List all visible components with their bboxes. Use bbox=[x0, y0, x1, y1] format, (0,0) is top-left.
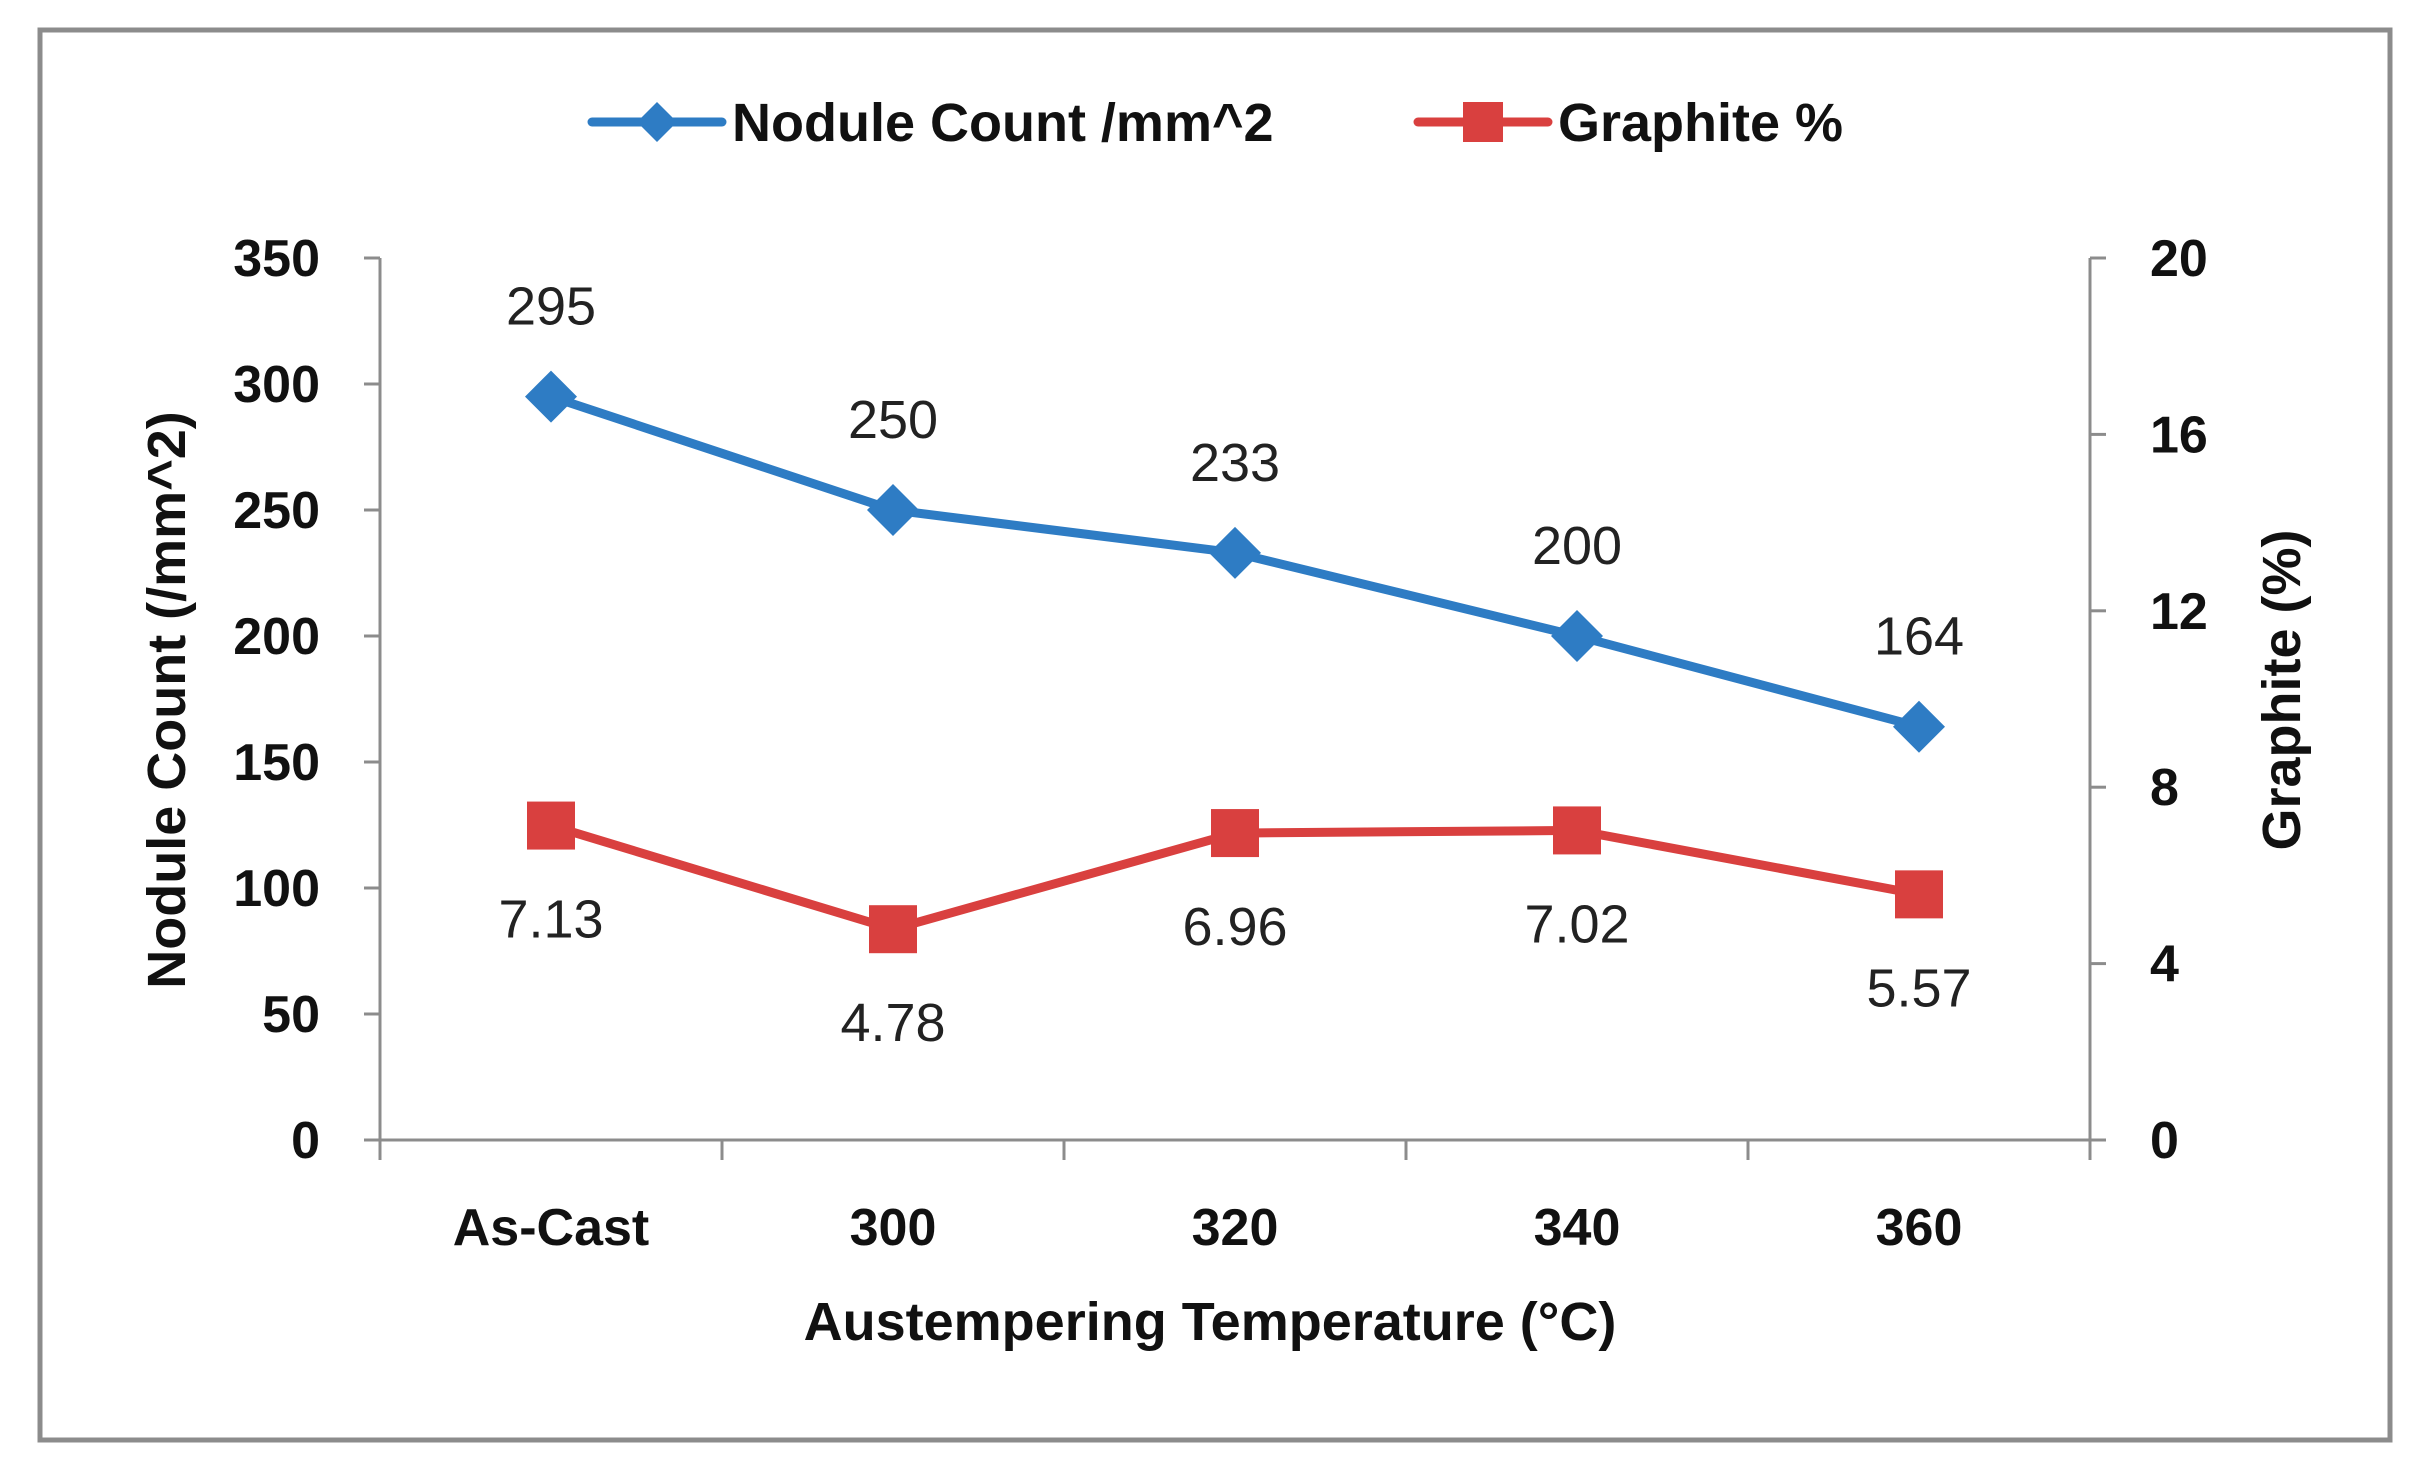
y-right-tick-label: 0 bbox=[2150, 1112, 2179, 1170]
data-label: 164 bbox=[1874, 607, 1964, 667]
y-left-tick-label: 350 bbox=[233, 230, 320, 288]
legend-label: Graphite % bbox=[1558, 93, 1843, 153]
data-point-diamond bbox=[525, 370, 577, 423]
data-point-square bbox=[1211, 809, 1259, 858]
x-tick-label: As-Cast bbox=[453, 1199, 650, 1257]
legend: Nodule Count /mm^2 Graphite % bbox=[587, 93, 1843, 153]
y-axis-left-title: Nodule Count (/mm^2) bbox=[137, 411, 197, 989]
data-label: 295 bbox=[506, 277, 596, 337]
y-left-tick-label: 0 bbox=[291, 1112, 320, 1170]
data-point-square bbox=[527, 801, 575, 850]
x-tick-label: 340 bbox=[1534, 1199, 1621, 1257]
data-label: 7.02 bbox=[1524, 894, 1629, 954]
y-left-tick-label: 250 bbox=[233, 482, 320, 540]
data-point-square bbox=[869, 905, 917, 954]
data-label: 4.78 bbox=[840, 993, 945, 1053]
y-right-tick-label: 20 bbox=[2150, 230, 2208, 288]
data-label: 6.96 bbox=[1182, 897, 1287, 957]
y-right-tick-label: 12 bbox=[2150, 583, 2208, 641]
series-1: 7.13 4.78 6.96 7.02 5.57 bbox=[498, 801, 1972, 1053]
data-point-diamond bbox=[1893, 700, 1945, 753]
x-tick-label: 320 bbox=[1192, 1199, 1279, 1257]
y-right-tick-label: 16 bbox=[2150, 406, 2208, 464]
series-0: 295 250 233 200 164 bbox=[506, 277, 1964, 753]
data-label: 7.13 bbox=[498, 890, 603, 950]
data-point-diamond bbox=[867, 484, 919, 536]
y-left-tick-label: 300 bbox=[233, 356, 320, 414]
x-tick-label: 300 bbox=[850, 1199, 937, 1257]
y-axis-right-title: Graphite (%) bbox=[2252, 529, 2312, 850]
data-label: 200 bbox=[1532, 516, 1622, 576]
y-left-tick-label: 100 bbox=[233, 860, 320, 918]
y-left-tick-label: 200 bbox=[233, 608, 320, 666]
data-point-diamond bbox=[1209, 526, 1261, 579]
x-tick-label: 360 bbox=[1876, 1199, 1963, 1257]
legend-label: Nodule Count /mm^2 bbox=[732, 93, 1274, 153]
x-axis-title: Austempering Temperature (°C) bbox=[804, 1292, 1617, 1352]
y-left-tick-label: 50 bbox=[262, 986, 320, 1044]
y-left-tick-label: 150 bbox=[233, 734, 320, 792]
chart-frame bbox=[37, 27, 2393, 1443]
legend-entry-0: Nodule Count /mm^2 bbox=[587, 93, 1274, 153]
series-layer: 295 250 233 200 164 7.13 4.78 6.96 7.02 5.57 bbox=[498, 277, 1971, 1054]
legend-marker-diamond bbox=[637, 102, 677, 142]
y-right-tick-label: 8 bbox=[2150, 759, 2179, 817]
data-label: 233 bbox=[1190, 433, 1280, 493]
axes: 0 50 100 150 200 250 300 350 0 4 8 12 16 20 As-Cast 300… bbox=[233, 230, 2208, 1257]
data-label: 5.57 bbox=[1866, 958, 1971, 1018]
legend-entry-1: Graphite % bbox=[1413, 93, 1843, 153]
data-point-diamond bbox=[1551, 610, 1603, 662]
y-right-tick-label: 4 bbox=[2150, 936, 2179, 994]
data-point-square bbox=[1553, 806, 1601, 855]
data-label: 250 bbox=[848, 390, 938, 450]
legend-marker-square bbox=[1463, 102, 1503, 142]
data-point-square bbox=[1895, 870, 1943, 919]
